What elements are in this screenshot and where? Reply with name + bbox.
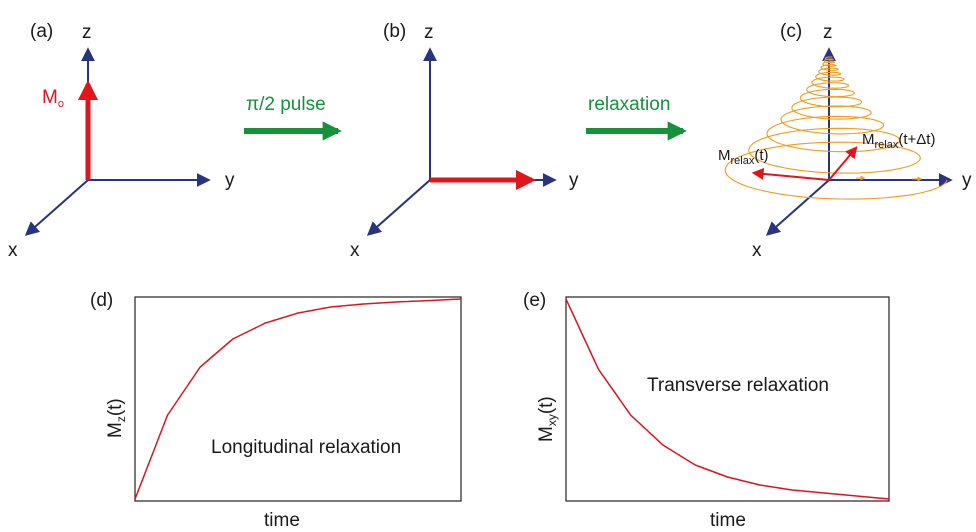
- panel-b: (b) z y x: [350, 21, 579, 261]
- transverse-annotation: Transverse relaxation: [647, 375, 829, 396]
- m0-label: Mo: [42, 87, 64, 110]
- panel-c: (c) z y x Mrelax(t) Mrelax(t+Δt): [718, 21, 972, 261]
- y-axis-label: y: [962, 170, 972, 191]
- precession-spiral: [724, 56, 948, 200]
- m-relax-t-dt-label: Mrelax(t+Δt): [862, 131, 935, 151]
- x-axis-label: x: [350, 240, 360, 261]
- plot-frame: [134, 296, 462, 502]
- x-axis-label: x: [8, 240, 18, 261]
- panel-e-tag: (e): [523, 290, 546, 311]
- panel-e: (e) Transverse relaxation time Mxy(t): [523, 290, 890, 531]
- panel-d: (d) Longitudinal relaxation time Mz(t): [90, 290, 462, 531]
- y-axis-label: Mxy(t): [536, 396, 559, 442]
- transverse-curve: [565, 298, 890, 500]
- y-axis-label: Mz(t): [105, 398, 128, 438]
- m-relax-t-label: Mrelax(t): [718, 147, 769, 167]
- z-axis-label: z: [424, 22, 434, 43]
- panel-c-tag: (c): [780, 21, 802, 42]
- z-axis-label: z: [823, 22, 833, 43]
- m-relax-t-vector: [751, 167, 830, 181]
- panel-d-tag: (d): [90, 290, 113, 311]
- z-axis-label: z: [82, 22, 92, 43]
- x-axis: [366, 179, 431, 236]
- x-axis: [24, 179, 89, 236]
- y-axis-label: y: [569, 170, 579, 191]
- relaxation-label: relaxation: [588, 94, 670, 115]
- panel-a: (a) z y x Mo: [8, 21, 235, 261]
- longitudinal-annotation: Longitudinal relaxation: [211, 437, 401, 458]
- pulse-label: π/2 pulse: [246, 94, 326, 115]
- relaxation-step-arrow: relaxation: [586, 94, 687, 141]
- x-axis-label: time: [710, 510, 746, 531]
- panel-a-tag: (a): [30, 21, 53, 42]
- x-axis-label: x: [752, 240, 762, 261]
- pulse-step-arrow: π/2 pulse: [244, 94, 342, 141]
- y-axis-label: y: [225, 170, 235, 191]
- x-axis-label: time: [264, 510, 300, 531]
- x-axis: [765, 179, 830, 236]
- plot-frame: [565, 296, 890, 502]
- panel-b-tag: (b): [383, 21, 406, 42]
- longitudinal-curve: [134, 298, 462, 500]
- m-relax-t-dt-vector: [828, 146, 858, 181]
